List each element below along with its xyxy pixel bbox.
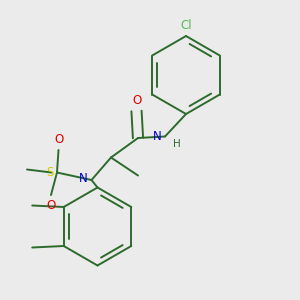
Text: O: O: [132, 94, 141, 107]
Text: S: S: [46, 166, 53, 179]
Text: H: H: [172, 139, 180, 149]
Text: N: N: [153, 130, 161, 143]
Text: N: N: [79, 172, 88, 185]
Text: O: O: [54, 134, 63, 146]
Text: Cl: Cl: [180, 19, 192, 32]
Text: O: O: [46, 199, 56, 212]
